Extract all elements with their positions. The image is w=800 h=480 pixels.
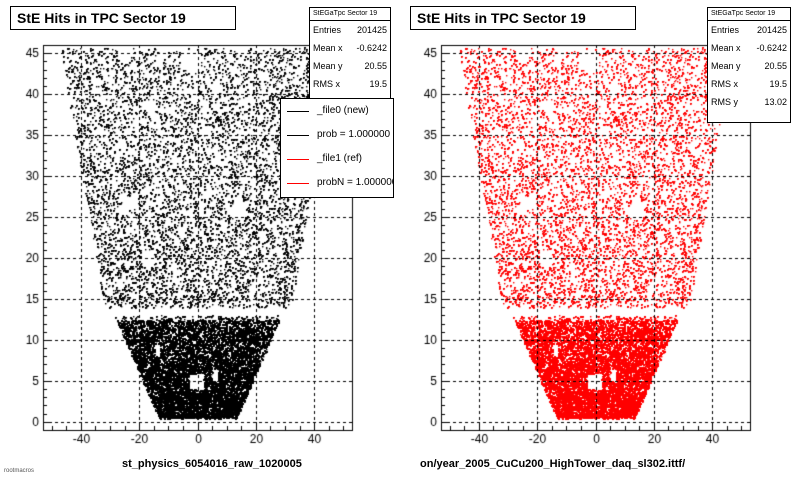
stats-row: Mean y 20.55 <box>711 61 787 71</box>
stats-row: Entries 201425 <box>313 25 387 35</box>
stats-row: Mean x -0.6242 <box>711 43 787 53</box>
legend-item: _file1 (ref) <box>281 147 393 171</box>
left-panel: StE Hits in TPC Sector 19 StEGaTpc Secto… <box>10 6 394 470</box>
left-title: StE Hits in TPC Sector 19 <box>10 6 236 30</box>
right-title: StE Hits in TPC Sector 19 <box>410 6 636 30</box>
right-stats-box: StEGaTpc Sector 19 Entries 201425 Mean x-… <box>707 7 791 123</box>
legend-item: probN = 1.000000 <box>281 171 393 195</box>
left-caption: st_physics_6054016_raw_1020005 <box>122 458 302 470</box>
stats-row: RMS x 19.5 <box>313 79 387 89</box>
legend-box: _file0 (new) prob = 1.000000 _file1 (ref… <box>280 98 394 198</box>
legend-item: prob = 1.000000 <box>281 123 393 147</box>
stats-row: Mean x -0.6242 <box>313 43 387 53</box>
stats-row: Mean y 20.55 <box>313 61 387 71</box>
right-panel: StE Hits in TPC Sector 19 StEGaTpc Secto… <box>400 0 800 480</box>
right-caption: on/year_2005_CuCu200_HighTower_daq_sl302… <box>420 458 686 470</box>
right-stats-name: StEGaTpc Sector 19 <box>708 8 790 21</box>
stats-row: Entries 201425 <box>711 25 787 35</box>
left-stats-name: StEGaTpc Sector 19 <box>310 8 390 21</box>
stats-row: RMS x 19.5 <box>711 79 787 89</box>
tiny-label: rootmacros <box>4 468 35 474</box>
stats-row: RMS y 13.02 <box>711 97 787 107</box>
legend-item: _file0 (new) <box>281 99 393 123</box>
left-stats-box: StEGaTpc Sector 19 Entries 201425 Mean x-… <box>309 7 391 105</box>
